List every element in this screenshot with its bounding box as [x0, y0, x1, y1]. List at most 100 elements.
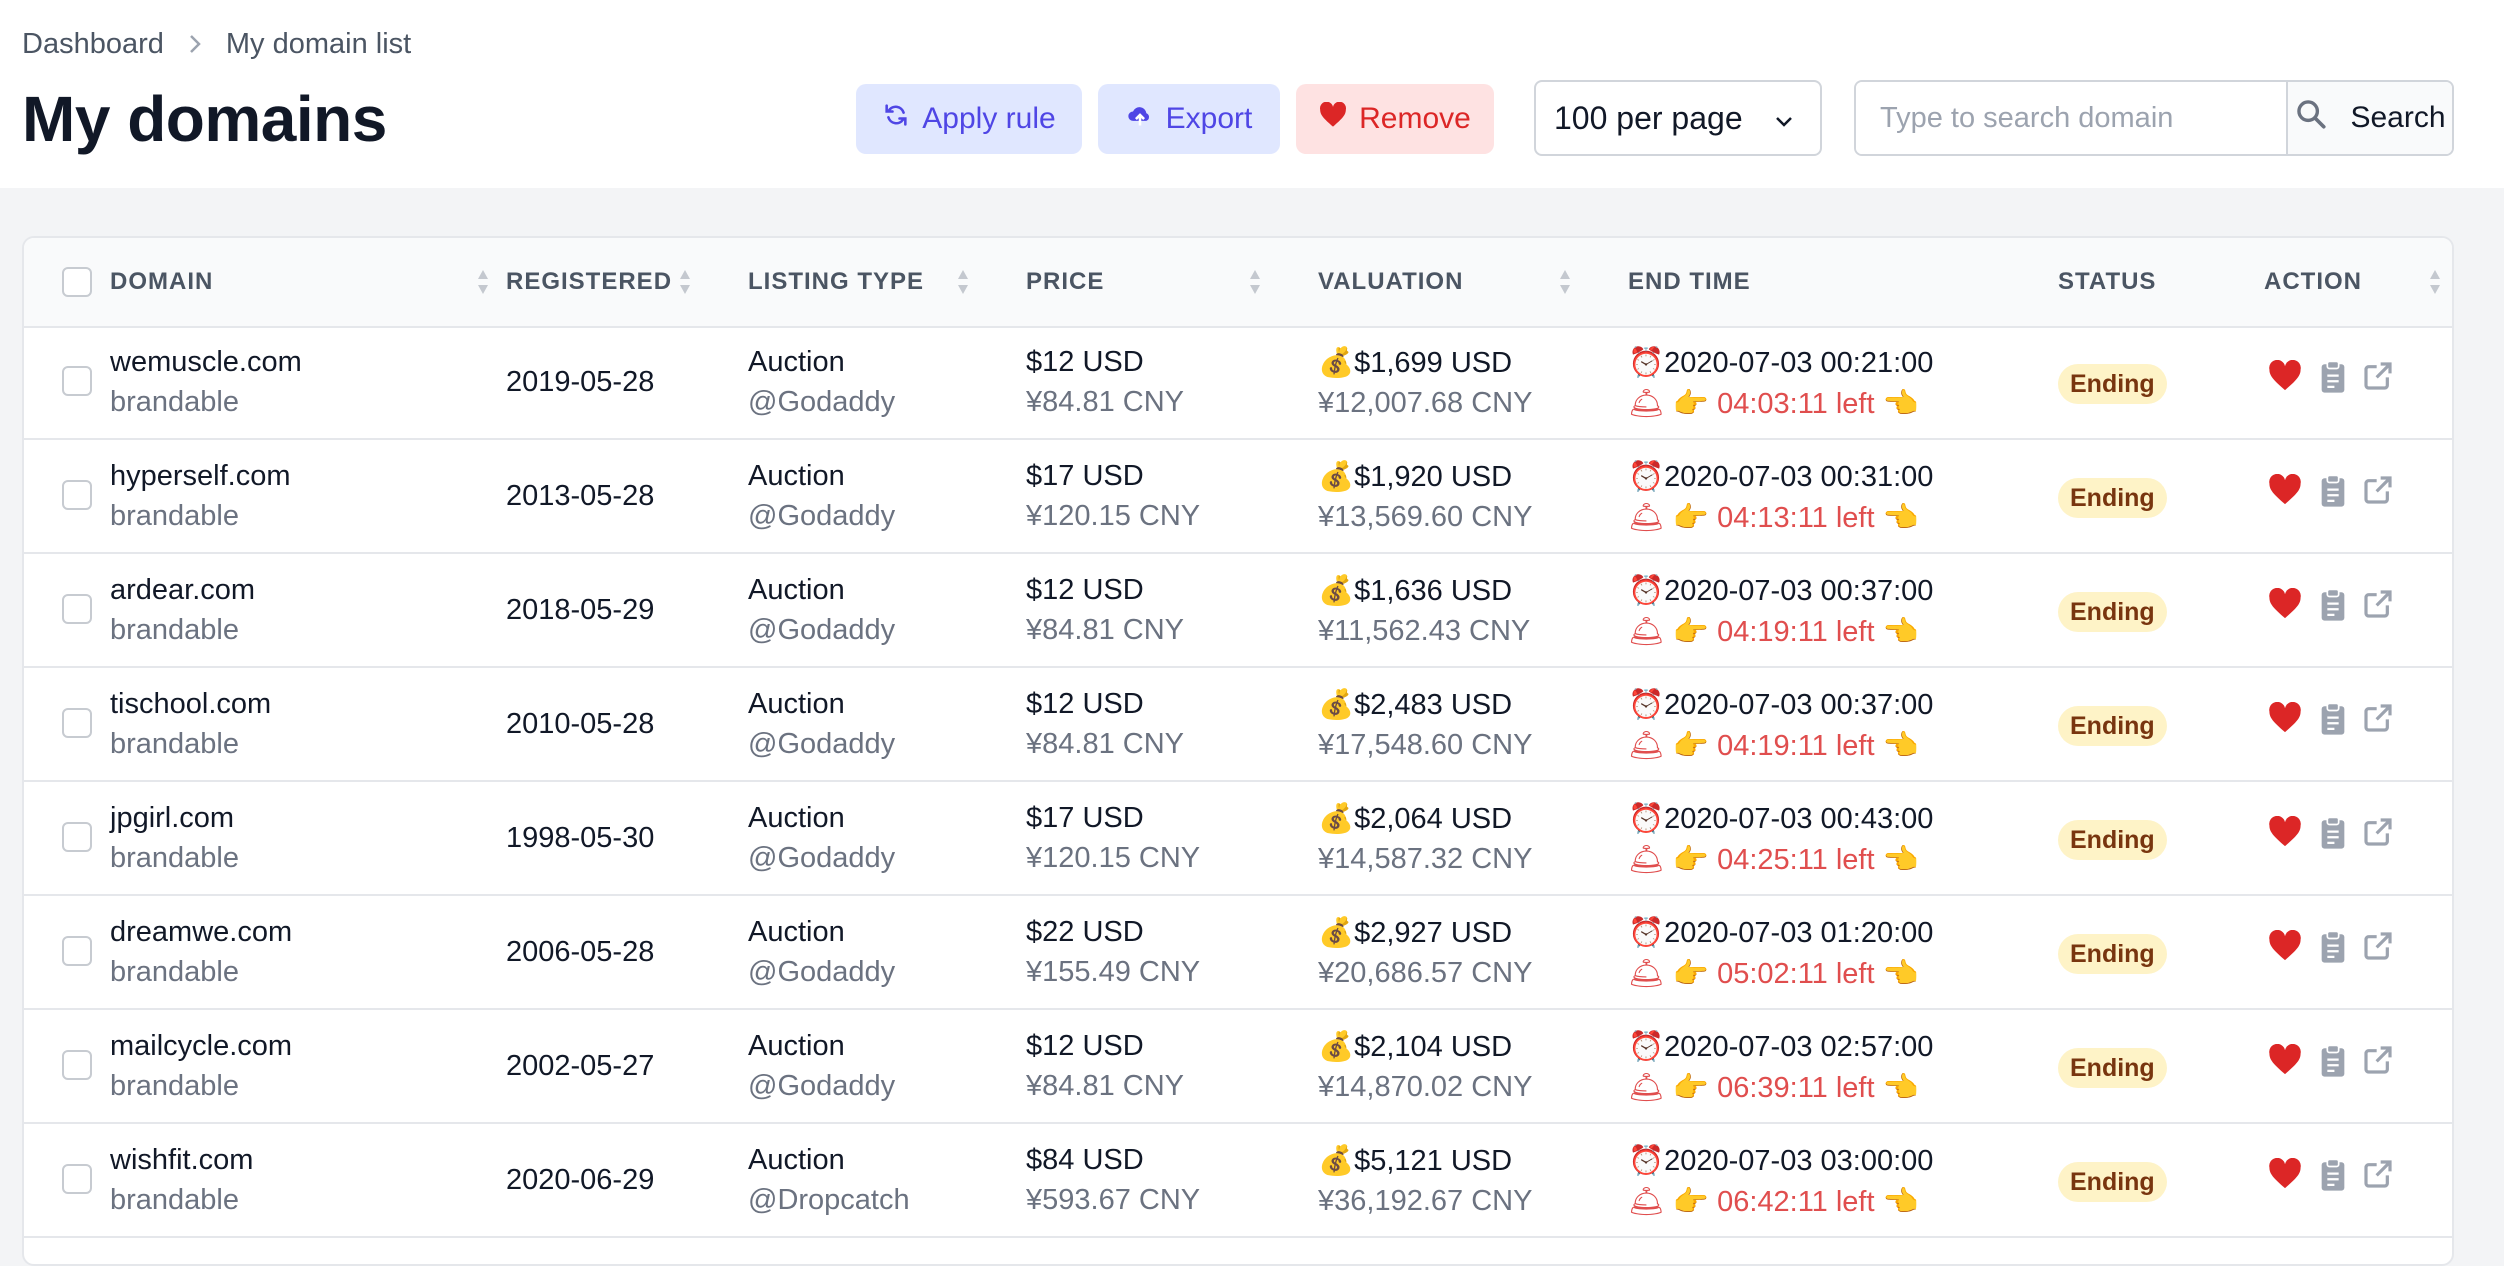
price-cny: ¥84.81 CNY	[1026, 1070, 1184, 1102]
pointing-left-icon: 👈	[1882, 1184, 1919, 1218]
clipboard-icon[interactable]	[2318, 474, 2352, 508]
domain-name[interactable]: jpgirl.com	[110, 802, 235, 834]
clipboard-icon[interactable]	[2318, 1158, 2352, 1192]
column-header-listing-type[interactable]: LISTING TYPE	[748, 268, 925, 295]
domain-category: brandable	[110, 728, 239, 760]
clipboard-icon[interactable]	[2318, 702, 2352, 736]
column-header-registered[interactable]: REGISTERED	[506, 268, 673, 295]
price-usd: $12 USD	[1026, 688, 1144, 720]
end-time: 2020-07-03 00:21:00	[1664, 347, 1934, 379]
sort-icon[interactable]	[1248, 266, 1262, 298]
external-link-icon[interactable]	[2362, 816, 2396, 850]
table-row: jpgirl.com brandable 1998-05-30 Auction @God…	[24, 782, 2452, 896]
valuation-usd: $1,699 USD	[1354, 347, 1513, 379]
listing-type: Auction	[748, 1030, 845, 1062]
sort-icon[interactable]	[1558, 266, 1572, 298]
domain-name[interactable]: tischool.com	[110, 688, 272, 720]
heart-icon[interactable]	[2268, 1157, 2302, 1192]
money-bag-icon: 💰	[1318, 687, 1355, 721]
heart-icon[interactable]	[2268, 1043, 2302, 1078]
valuation-cny: ¥36,192.67 CNY	[1318, 1185, 1533, 1217]
status-badge: Ending	[2058, 592, 2167, 632]
time-left: 04:13:11 left	[1717, 502, 1875, 534]
valuation-cny: ¥12,007.68 CNY	[1318, 387, 1533, 419]
money-bag-icon: 💰	[1318, 345, 1355, 379]
end-time: 2020-07-03 02:57:00	[1664, 1031, 1934, 1063]
listing-type: Auction	[748, 802, 845, 834]
external-link-icon[interactable]	[2362, 360, 2396, 394]
sort-icon[interactable]	[956, 266, 970, 298]
price-cny: ¥120.15 CNY	[1026, 842, 1201, 874]
column-header-domain[interactable]: DOMAIN	[110, 268, 214, 295]
column-header-valuation[interactable]: VALUATION	[1318, 268, 1464, 295]
pointing-right-icon: 👉	[1672, 614, 1709, 648]
heart-icon	[1319, 101, 1347, 136]
sort-icon[interactable]	[678, 266, 692, 298]
status-badge: Ending	[2058, 1048, 2167, 1088]
row-checkbox[interactable]	[62, 480, 92, 510]
external-link-icon[interactable]	[2362, 588, 2396, 622]
pointing-right-icon: 👉	[1672, 386, 1709, 420]
time-left: 06:39:11 left	[1717, 1072, 1875, 1104]
search-button[interactable]: Search	[2286, 82, 2452, 154]
row-checkbox[interactable]	[62, 594, 92, 624]
per-page-select[interactable]: 100 per page	[1534, 80, 1822, 156]
domain-category: brandable	[110, 500, 239, 532]
time-left: 04:25:11 left	[1717, 844, 1875, 876]
pointing-left-icon: 👈	[1882, 956, 1919, 990]
bell-icon: 🛎	[1628, 1070, 1665, 1104]
clipboard-icon[interactable]	[2318, 1044, 2352, 1078]
heart-icon[interactable]	[2268, 587, 2302, 622]
external-link-icon[interactable]	[2362, 474, 2396, 508]
clipboard-icon[interactable]	[2318, 816, 2352, 850]
heart-icon[interactable]	[2268, 701, 2302, 736]
status-badge: Ending	[2058, 478, 2167, 518]
domain-name[interactable]: wemuscle.com	[110, 346, 302, 378]
clipboard-icon[interactable]	[2318, 930, 2352, 964]
valuation-cny: ¥20,686.57 CNY	[1318, 957, 1533, 989]
domain-name[interactable]: wishfit.com	[110, 1144, 254, 1176]
domain-name[interactable]: hyperself.com	[110, 460, 291, 492]
heart-icon[interactable]	[2268, 473, 2302, 508]
registered-date: 2006-05-28	[506, 936, 655, 968]
clipboard-icon[interactable]	[2318, 360, 2352, 394]
external-link-icon[interactable]	[2362, 702, 2396, 736]
remove-button[interactable]: Remove	[1296, 84, 1494, 154]
row-checkbox[interactable]	[62, 936, 92, 966]
pointing-right-icon: 👉	[1672, 728, 1709, 762]
row-checkbox[interactable]	[62, 366, 92, 396]
clipboard-icon[interactable]	[2318, 588, 2352, 622]
row-checkbox[interactable]	[62, 708, 92, 738]
registered-date: 1998-05-30	[506, 822, 655, 854]
listing-platform: @Godaddy	[748, 842, 896, 874]
apply-rule-button[interactable]: Apply rule	[856, 84, 1082, 154]
sort-icon[interactable]	[476, 266, 490, 298]
row-checkbox[interactable]	[62, 1050, 92, 1080]
alarm-clock-icon: ⏰	[1628, 1143, 1665, 1177]
export-button[interactable]: Export	[1098, 84, 1280, 154]
breadcrumb-dashboard-link[interactable]: Dashboard	[22, 27, 164, 60]
domain-name[interactable]: ardear.com	[110, 574, 256, 606]
heart-icon[interactable]	[2268, 929, 2302, 964]
remove-label: Remove	[1359, 102, 1471, 135]
select-all-checkbox[interactable]	[62, 267, 92, 297]
external-link-icon[interactable]	[2362, 1044, 2396, 1078]
row-checkbox[interactable]	[62, 1164, 92, 1194]
heart-icon[interactable]	[2268, 815, 2302, 850]
column-header-price[interactable]: PRICE	[1026, 268, 1105, 295]
search-input[interactable]	[1856, 82, 2286, 154]
external-link-icon[interactable]	[2362, 1158, 2396, 1192]
row-checkbox[interactable]	[62, 822, 92, 852]
domain-name[interactable]: mailcycle.com	[110, 1030, 293, 1062]
heart-icon[interactable]	[2268, 359, 2302, 394]
sort-icon[interactable]	[2428, 266, 2442, 298]
registered-date: 2020-06-29	[506, 1164, 655, 1196]
domain-name[interactable]: dreamwe.com	[110, 916, 293, 948]
external-link-icon[interactable]	[2362, 930, 2396, 964]
valuation-cny: ¥14,587.32 CNY	[1318, 843, 1533, 875]
status-badge: Ending	[2058, 706, 2167, 746]
status-badge: Ending	[2058, 934, 2167, 974]
price-cny: ¥84.81 CNY	[1026, 386, 1184, 418]
alarm-clock-icon: ⏰	[1628, 801, 1665, 835]
listing-type: Auction	[748, 916, 845, 948]
